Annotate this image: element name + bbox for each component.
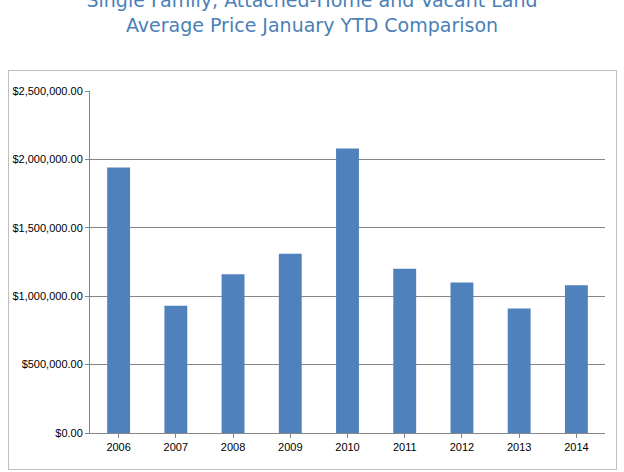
svg-text:$0.00: $0.00 [55,427,83,439]
svg-text:Single Family, Attached-Home a: Single Family, Attached-Home and Vacant … [86,0,537,36]
svg-text:2014: 2014 [564,441,588,453]
svg-text:2007: 2007 [164,441,188,453]
svg-text:2010: 2010 [335,441,359,453]
svg-text:2006: 2006 [106,441,130,453]
svg-text:2013: 2013 [507,441,531,453]
svg-text:2008: 2008 [221,441,245,453]
svg-text:$500,000.00: $500,000.00 [22,358,83,370]
svg-text:$1,000,000.00: $1,000,000.00 [12,290,82,302]
svg-text:2012: 2012 [450,441,474,453]
svg-text:2009: 2009 [278,441,302,453]
svg-text:$2,000,000.00: $2,000,000.00 [12,153,82,165]
svg-text:$1,500,000.00: $1,500,000.00 [12,222,82,234]
svg-text:2011: 2011 [393,441,417,453]
svg-text:$2,500,000.00: $2,500,000.00 [12,85,82,97]
